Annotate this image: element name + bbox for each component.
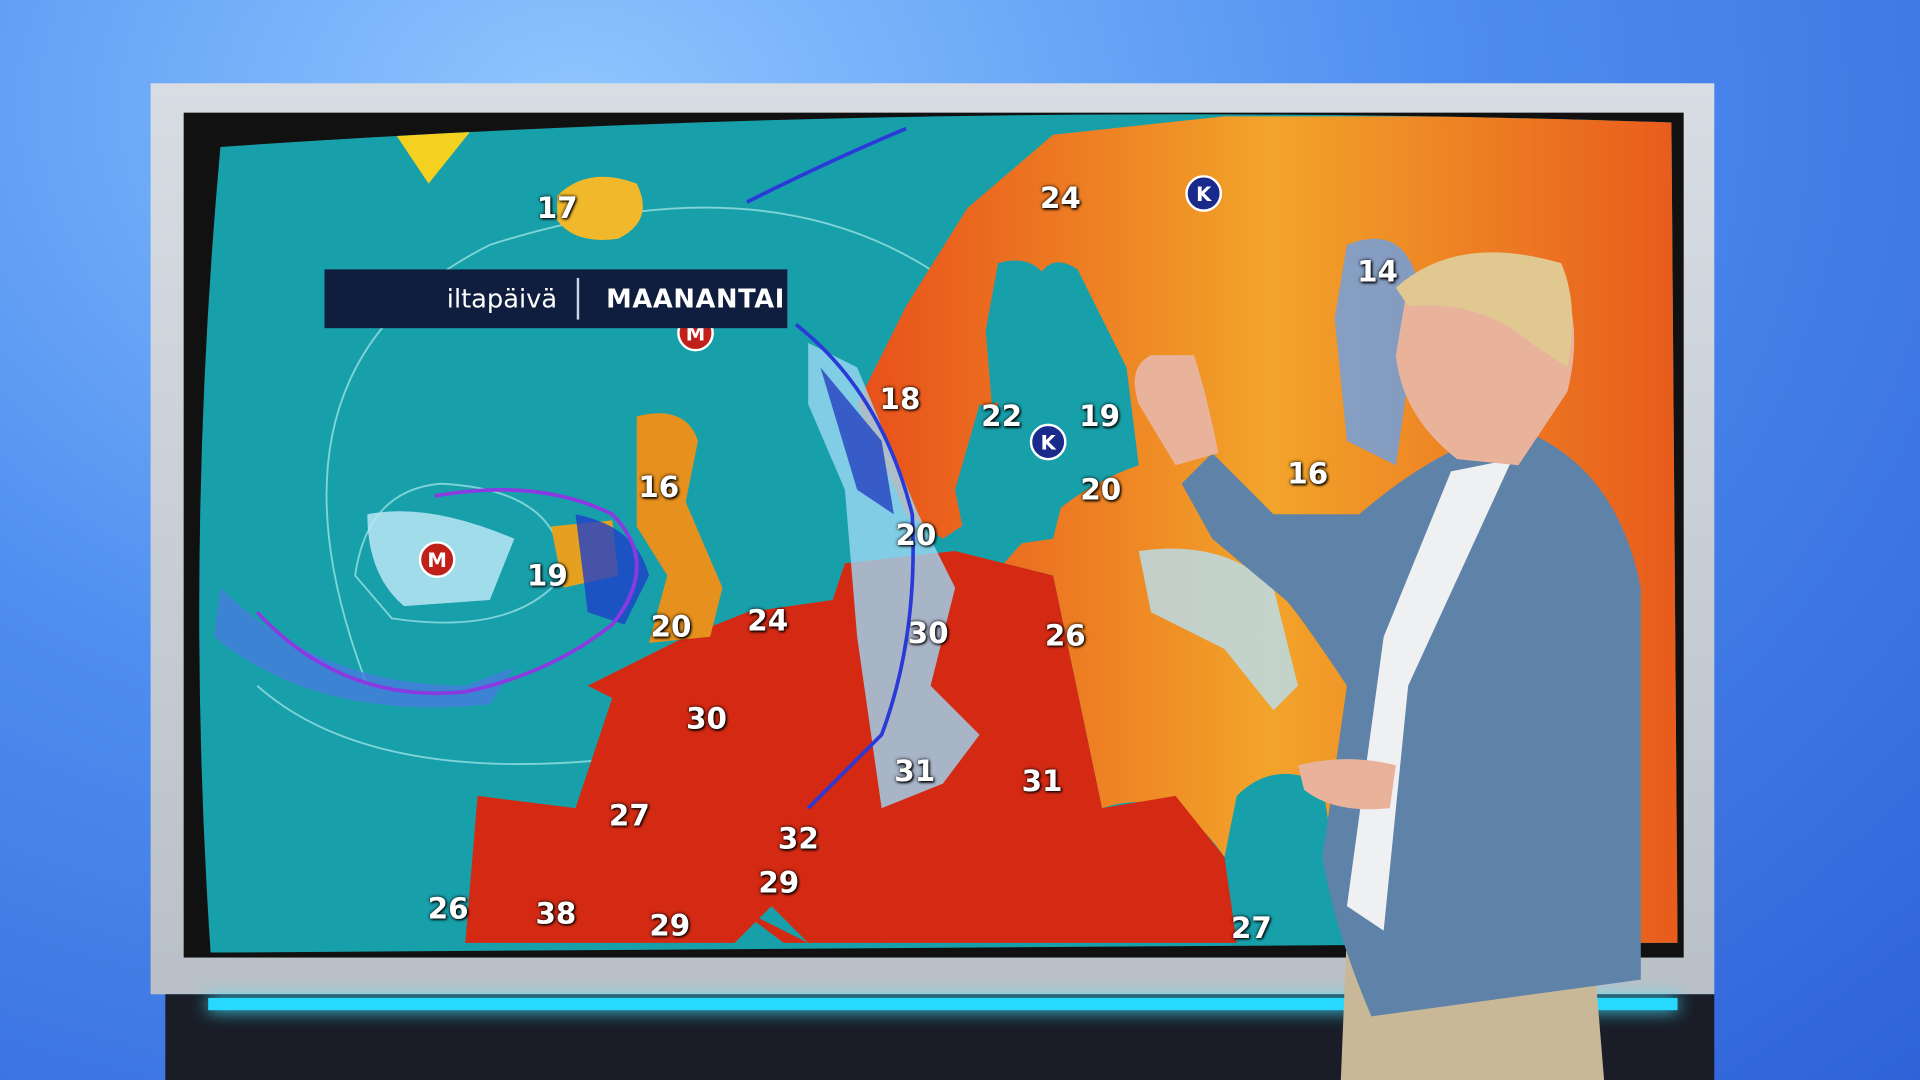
temperature-label: 26 xyxy=(427,891,469,926)
italy-land xyxy=(734,857,931,943)
rain-area xyxy=(1138,548,1298,711)
presenter-hair xyxy=(1395,252,1573,368)
temperature-label: 29 xyxy=(649,908,691,943)
high-pressure-marker: K xyxy=(1185,175,1223,212)
great-britain xyxy=(636,413,723,643)
temperature-label: 30 xyxy=(907,615,949,651)
temperature-label: 29 xyxy=(758,865,800,901)
occluded-front xyxy=(255,487,639,696)
cold-front xyxy=(794,323,915,810)
time-caption: iltapäivä MAANANTAI xyxy=(324,269,788,329)
rain-area xyxy=(1334,238,1421,466)
temperature-label: 26 xyxy=(1044,618,1086,653)
presenter-jacket xyxy=(1181,428,1641,1017)
isobar xyxy=(325,206,981,687)
temperature-label: 32 xyxy=(777,821,819,856)
temperature-label: 30 xyxy=(686,701,727,736)
temperature-label: 20 xyxy=(650,609,692,645)
iceland xyxy=(557,176,643,241)
temperature-label: 27 xyxy=(1230,911,1272,946)
temperature-label: 14 xyxy=(1357,254,1399,289)
temperature-label: 16 xyxy=(638,470,680,505)
rain-band xyxy=(214,587,515,708)
cold-front xyxy=(746,126,907,204)
temperature-label: 38 xyxy=(535,896,577,931)
temperature-label: 24 xyxy=(1039,181,1081,216)
led-strip xyxy=(208,997,1678,1011)
temperature-label: 19 xyxy=(1079,399,1121,434)
presenter-hand xyxy=(1297,759,1396,810)
continental-europe-land xyxy=(465,551,1237,943)
heavy-rain-area xyxy=(820,367,894,515)
presenter-shirt xyxy=(1346,459,1513,931)
gulf-of-bothnia xyxy=(985,260,1054,405)
caption-divider xyxy=(576,277,580,320)
low-pressure-marker: M xyxy=(418,541,456,578)
day-label: MAANANTAI xyxy=(606,284,785,314)
temperature-label: 20 xyxy=(1080,472,1122,507)
high-pressure-marker: K xyxy=(1029,423,1067,461)
period-label: iltapäivä xyxy=(446,284,558,314)
isobar xyxy=(354,482,565,624)
temperature-label: 31 xyxy=(1021,764,1063,799)
temperature-label: 24 xyxy=(747,603,789,638)
presenter-raised-hand xyxy=(1134,355,1219,466)
temperature-label: 19 xyxy=(526,558,568,593)
temperature-label: 31 xyxy=(894,754,936,789)
temperature-label: 16 xyxy=(1287,456,1329,492)
temperature-label: 18 xyxy=(879,382,921,417)
greenland xyxy=(391,122,478,184)
temperature-label: 20 xyxy=(895,517,937,553)
temperature-label: 22 xyxy=(981,399,1023,434)
temperature-label: 27 xyxy=(608,798,650,833)
temperature-label: 17 xyxy=(536,191,578,226)
